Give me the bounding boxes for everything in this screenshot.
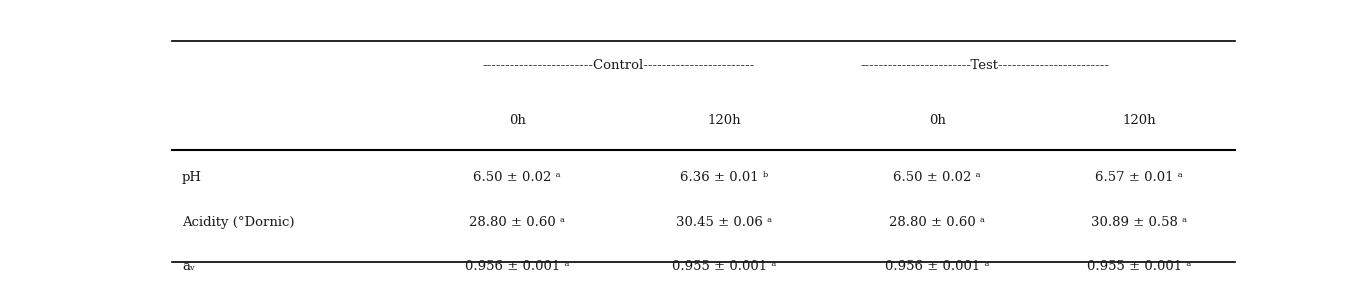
Text: 6.36 ± 0.01 ᵇ: 6.36 ± 0.01 ᵇ <box>681 171 768 184</box>
Text: 30.45 ± 0.06 ᵃ: 30.45 ± 0.06 ᵃ <box>676 216 772 228</box>
Text: pH: pH <box>182 171 202 184</box>
Text: 0.956 ± 0.001 ᵃ: 0.956 ± 0.001 ᵃ <box>885 260 989 273</box>
Text: 120h: 120h <box>1122 114 1157 127</box>
Text: 30.89 ± 0.58 ᵃ: 30.89 ± 0.58 ᵃ <box>1091 216 1187 228</box>
Text: ------------------------Test------------------------: ------------------------Test------------… <box>860 59 1110 72</box>
Text: 6.50 ± 0.02 ᵃ: 6.50 ± 0.02 ᵃ <box>473 171 561 184</box>
Text: 120h: 120h <box>708 114 741 127</box>
Text: 0.955 ± 0.001 ᵃ: 0.955 ± 0.001 ᵃ <box>1087 260 1191 273</box>
Text: 6.50 ± 0.02 ᵃ: 6.50 ± 0.02 ᵃ <box>893 171 981 184</box>
Text: 0h: 0h <box>509 114 525 127</box>
Text: aᵥ: aᵥ <box>182 260 195 273</box>
Text: 0h: 0h <box>929 114 945 127</box>
Text: 6.57 ± 0.01 ᵃ: 6.57 ± 0.01 ᵃ <box>1095 171 1183 184</box>
Text: 28.80 ± 0.60 ᵃ: 28.80 ± 0.60 ᵃ <box>469 216 565 228</box>
Text: 0.955 ± 0.001 ᵃ: 0.955 ± 0.001 ᵃ <box>672 260 777 273</box>
Text: Acidity (°Dornic): Acidity (°Dornic) <box>182 216 295 228</box>
Text: ------------------------Control------------------------: ------------------------Control---------… <box>482 59 755 72</box>
Text: 28.80 ± 0.60 ᵃ: 28.80 ± 0.60 ᵃ <box>889 216 985 228</box>
Text: 0.956 ± 0.001 ᵃ: 0.956 ± 0.001 ᵃ <box>465 260 569 273</box>
